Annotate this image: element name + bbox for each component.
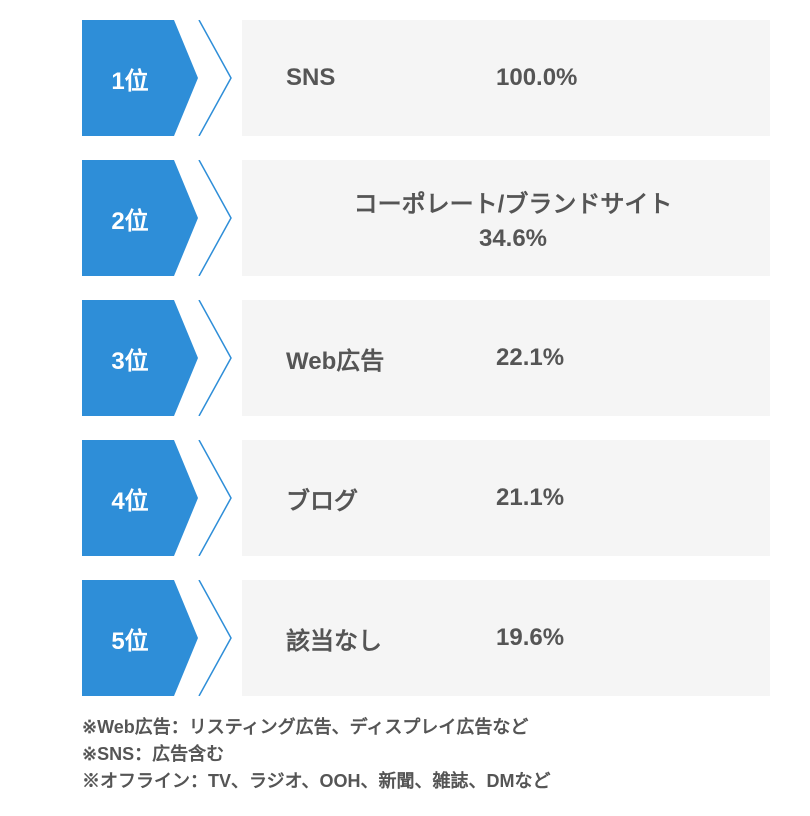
content-inner: ブログ 21.1% bbox=[286, 481, 740, 516]
content-inner: Web広告 22.1% bbox=[286, 341, 740, 376]
footnotes: ※Web広告：リスティング広告、ディスプレイ広告など ※SNS：広告含む ※オフ… bbox=[0, 714, 810, 795]
content-inner: SNS 100.0% bbox=[286, 64, 740, 92]
arrow-outline bbox=[198, 440, 242, 556]
arrow-outline bbox=[198, 580, 242, 696]
chevron-right-icon bbox=[197, 160, 241, 276]
item-label: コーポレート/ブランドサイト bbox=[354, 184, 673, 219]
ranking-content: SNS 100.0% bbox=[242, 20, 770, 136]
rank-label: 4位 bbox=[111, 481, 148, 516]
rank-label: 2位 bbox=[111, 201, 148, 236]
rank-label: 3位 bbox=[111, 341, 148, 376]
ranking-content: Web広告 22.1% bbox=[242, 300, 770, 416]
ranking-row: 4位 ブログ 21.1% bbox=[82, 440, 770, 556]
chevron-right-icon bbox=[197, 580, 241, 696]
item-percent: 100.0% bbox=[496, 64, 577, 92]
item-label: Web広告 bbox=[286, 341, 496, 376]
item-label: 該当なし bbox=[286, 621, 496, 656]
ranking-list: 1位 SNS 100.0% 2位 コーポレート bbox=[0, 20, 810, 696]
chevron-right-icon bbox=[197, 300, 241, 416]
footnote-line: ※SNS：広告含む bbox=[82, 741, 770, 768]
chevron-right-icon bbox=[197, 20, 241, 136]
ranking-row: 5位 該当なし 19.6% bbox=[82, 580, 770, 696]
footnote-line: ※オフライン：TV、ラジオ、OOH、新聞、雑誌、DMなど bbox=[82, 768, 770, 795]
rank-badge: 2位 bbox=[82, 160, 198, 276]
item-percent: 21.1% bbox=[496, 484, 564, 512]
rank-badge: 3位 bbox=[82, 300, 198, 416]
chevron-right-icon bbox=[197, 440, 241, 556]
ranking-content: コーポレート/ブランドサイト 34.6% bbox=[242, 160, 770, 276]
content-inner: 該当なし 19.6% bbox=[286, 621, 740, 656]
item-percent: 19.6% bbox=[496, 624, 564, 652]
item-label: ブログ bbox=[286, 481, 496, 516]
ranking-row: 2位 コーポレート/ブランドサイト 34.6% bbox=[82, 160, 770, 276]
content-inner: コーポレート/ブランドサイト 34.6% bbox=[286, 184, 740, 253]
footnote-line: ※Web広告：リスティング広告、ディスプレイ広告など bbox=[82, 714, 770, 741]
rank-badge: 1位 bbox=[82, 20, 198, 136]
arrow-outline bbox=[198, 300, 242, 416]
rank-badge: 4位 bbox=[82, 440, 198, 556]
item-percent: 34.6% bbox=[479, 225, 547, 253]
rank-badge: 5位 bbox=[82, 580, 198, 696]
ranking-content: 該当なし 19.6% bbox=[242, 580, 770, 696]
arrow-outline bbox=[198, 20, 242, 136]
rank-label: 1位 bbox=[111, 61, 148, 96]
rank-label: 5位 bbox=[111, 621, 148, 656]
item-label: SNS bbox=[286, 64, 496, 92]
ranking-row: 1位 SNS 100.0% bbox=[82, 20, 770, 136]
ranking-row: 3位 Web広告 22.1% bbox=[82, 300, 770, 416]
item-percent: 22.1% bbox=[496, 344, 564, 372]
arrow-outline bbox=[198, 160, 242, 276]
ranking-content: ブログ 21.1% bbox=[242, 440, 770, 556]
